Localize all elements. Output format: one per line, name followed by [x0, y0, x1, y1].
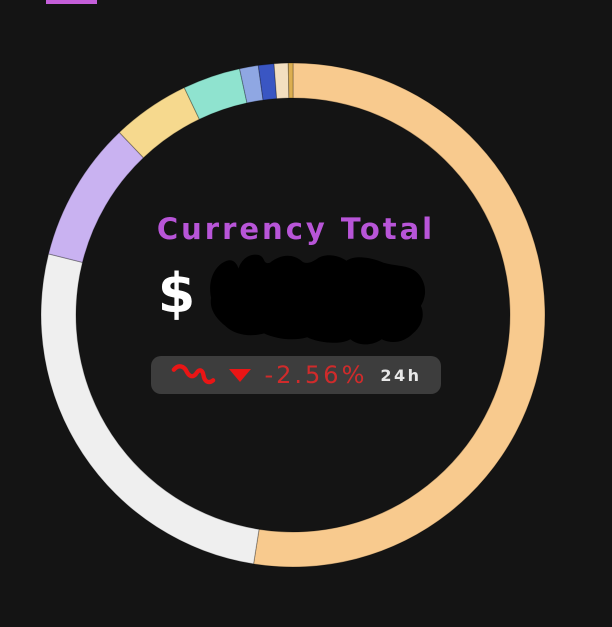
- top-tab-indicator: [46, 0, 97, 4]
- change-24h-pill[interactable]: -2.56% 24h: [151, 356, 441, 394]
- donut-segment-orange[interactable]: [253, 62, 546, 568]
- amount-row: $: [158, 251, 435, 349]
- redaction-scribble: [210, 254, 426, 345]
- currency-total-title: Currency Total: [156, 212, 436, 246]
- currency-symbol: $: [157, 262, 196, 325]
- donut-segment-lavender[interactable]: [47, 131, 145, 263]
- donut-center-label: Currency Total $ -2.56% 24h: [146, 212, 446, 394]
- down-triangle-icon: [229, 368, 252, 382]
- trend-line-icon: [172, 363, 216, 384]
- donut-segment-cream[interactable]: [273, 62, 290, 100]
- donut-segment-gold[interactable]: [287, 62, 294, 99]
- change-period: 24h: [380, 365, 422, 385]
- change-percent: -2.56%: [264, 361, 368, 389]
